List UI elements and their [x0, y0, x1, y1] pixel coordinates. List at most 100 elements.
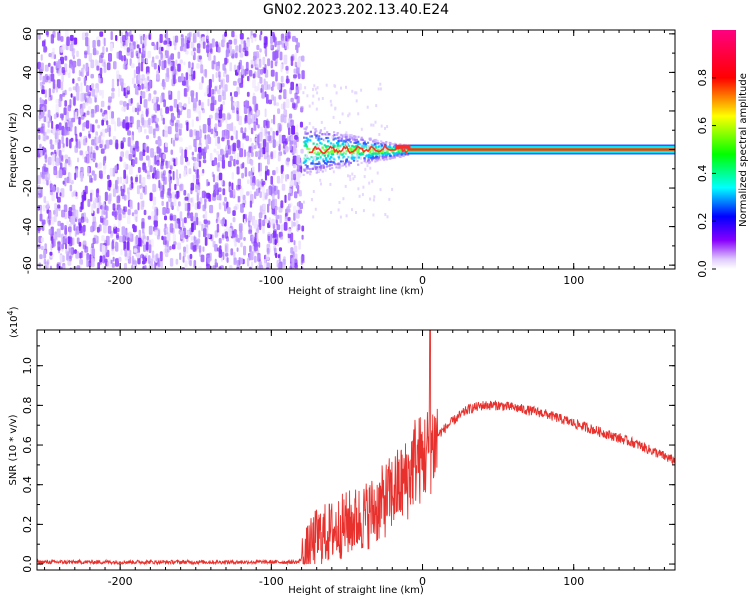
spectrogram-cloud-cell	[332, 137, 335, 140]
spectrogram-cloud-cell	[305, 127, 308, 130]
spectrogram-cloud-cell	[395, 148, 398, 152]
spectrogram-noise-cell	[43, 131, 47, 140]
spectrogram-noise-cell	[129, 116, 134, 125]
spectrogram-noise-cell	[127, 209, 131, 216]
spectrogram-noise-cell	[59, 113, 64, 119]
spectrogram-cloud-cell	[360, 161, 363, 164]
spectrogram-cloud-cell	[348, 164, 351, 167]
spectrogram-cloud-cell	[360, 138, 363, 141]
spectrogram-cloud-cell	[318, 131, 321, 134]
spectrogram-noise-cell	[85, 32, 89, 37]
spectrogram-noise-cell	[131, 255, 134, 266]
spectrogram-sparse-cell	[340, 86, 342, 90]
spectrogram-noise-cell	[207, 220, 211, 225]
spectrogram-noise-cell	[250, 64, 254, 69]
spectrogram-cloud-cell	[305, 145, 309, 148]
spectrogram-noise-cell	[122, 137, 126, 143]
spectrogram-sparse-cell	[321, 97, 324, 100]
spectrogram-noise-cell	[240, 257, 244, 264]
spectrogram-noise-cell	[216, 65, 220, 72]
spectrogram-noise-cell	[53, 210, 56, 215]
spectrogram-noise-cell	[106, 174, 110, 180]
spectrogram-cloud-cell	[400, 153, 403, 156]
spectrogram-noise-cell	[272, 223, 276, 229]
spectrogram-noise-cell	[100, 100, 105, 108]
spectrogram-noise-cell	[200, 64, 204, 74]
spectrogram-cloud-cell	[304, 163, 307, 166]
spectrogram-cloud-cell	[370, 153, 373, 156]
spectrogram-noise-cell	[167, 57, 171, 64]
spectrogram-noise-cell	[206, 30, 209, 40]
spectrogram-noise-cell	[147, 159, 151, 168]
spectrogram-noise-cell	[292, 221, 296, 227]
spectrogram-noise-cell	[257, 124, 260, 129]
spectrogram-noise-cell	[263, 259, 267, 268]
spectrogram-noise-cell	[79, 259, 83, 265]
spectrogram-cloud-cell	[313, 152, 316, 155]
spectrogram-noise-cell	[183, 103, 187, 108]
spectrogram-y-axis-label: Frequency (Hz)	[8, 112, 19, 188]
spectrogram-noise-cell	[222, 63, 226, 71]
spectrogram-sparse-cell	[372, 198, 375, 202]
spectrogram-noise-cell	[293, 74, 297, 79]
spectrogram-noise-cell	[267, 84, 271, 90]
spectrogram-cloud-cell	[340, 134, 344, 137]
spectrogram-noise-cell	[206, 255, 211, 263]
spectrogram-noise-cell	[192, 130, 195, 140]
spectrogram-cloud-cell	[309, 139, 312, 142]
spectrogram-cloud-cell	[304, 128, 307, 131]
spectrogram-noise-cell	[211, 60, 215, 70]
spectrogram-noise-cell	[184, 167, 189, 177]
spectrogram-noise-cell	[235, 130, 238, 140]
spectrogram-cloud-cell	[309, 170, 312, 173]
spectrogram-sparse-cell	[320, 182, 322, 186]
spectrogram-noise-cell	[231, 172, 234, 180]
spectrogram-noise-cell	[216, 195, 221, 201]
spectrogram-noise-cell	[77, 139, 81, 149]
spectrogram-noise-cell	[184, 234, 189, 239]
spectrogram-noise-cell	[298, 240, 302, 246]
spectrogram-noise-cell	[283, 256, 286, 265]
spectrogram-noise-cell	[278, 134, 282, 144]
spectrogram-noise-cell	[293, 144, 297, 154]
spectrogram-noise-cell	[192, 157, 197, 162]
spectrogram-noise-cell	[106, 205, 109, 212]
spectrogram-noise-cell	[259, 34, 262, 41]
spectrogram-sparse-cell	[312, 87, 314, 91]
spectrogram-noise-cell	[58, 98, 62, 108]
spectrogram-noise-cell	[204, 134, 207, 140]
spectrogram-noise-cell	[288, 113, 293, 119]
spectrogram-noise-cell	[156, 70, 160, 80]
spectrogram-noise-cell	[198, 230, 201, 238]
spectrogram-noise-cell	[143, 209, 147, 216]
spectrogram-noise-cell	[265, 165, 268, 175]
spectrogram-noise-cell	[268, 233, 273, 244]
spectrogram-noise-cell	[165, 106, 169, 114]
spectrogram-noise-cell	[97, 39, 101, 47]
spectrogram-noise-cell	[125, 122, 130, 130]
spectrogram-cloud-cell	[336, 132, 339, 135]
spectrogram-noise-cell	[252, 96, 257, 105]
spectrogram-cloud-cell	[375, 156, 378, 159]
spectrogram-noise-cell	[262, 185, 265, 193]
spectrogram-noise-cell	[202, 168, 205, 174]
spectrogram-sparse-cell	[363, 175, 366, 179]
spectrogram-noise-cell	[69, 44, 74, 52]
spectrogram-noise-cell	[197, 238, 201, 244]
spectrogram-noise-cell	[174, 35, 179, 43]
spectrogram-noise-cell	[180, 155, 184, 165]
spectrogram-noise-cell	[100, 108, 103, 113]
spectrogram-noise-cell	[254, 36, 257, 42]
spectrogram-cloud-cell	[319, 142, 322, 145]
spectrogram-noise-cell	[44, 46, 48, 51]
spectrogram-noise-cell	[285, 65, 289, 71]
spectrogram-cloud-cell	[353, 137, 356, 140]
spectrogram-sparse-cell	[330, 210, 333, 214]
spectrogram-noise-cell	[58, 169, 63, 179]
spectrogram-noise-cell	[190, 242, 194, 250]
spectrogram-noise-cell	[80, 201, 84, 210]
spectrogram-noise-cell	[235, 234, 239, 242]
spectrogram-noise-cell	[105, 210, 108, 219]
spectrogram-noise-cell	[95, 88, 98, 98]
spectrogram-cloud-cell	[318, 161, 321, 164]
